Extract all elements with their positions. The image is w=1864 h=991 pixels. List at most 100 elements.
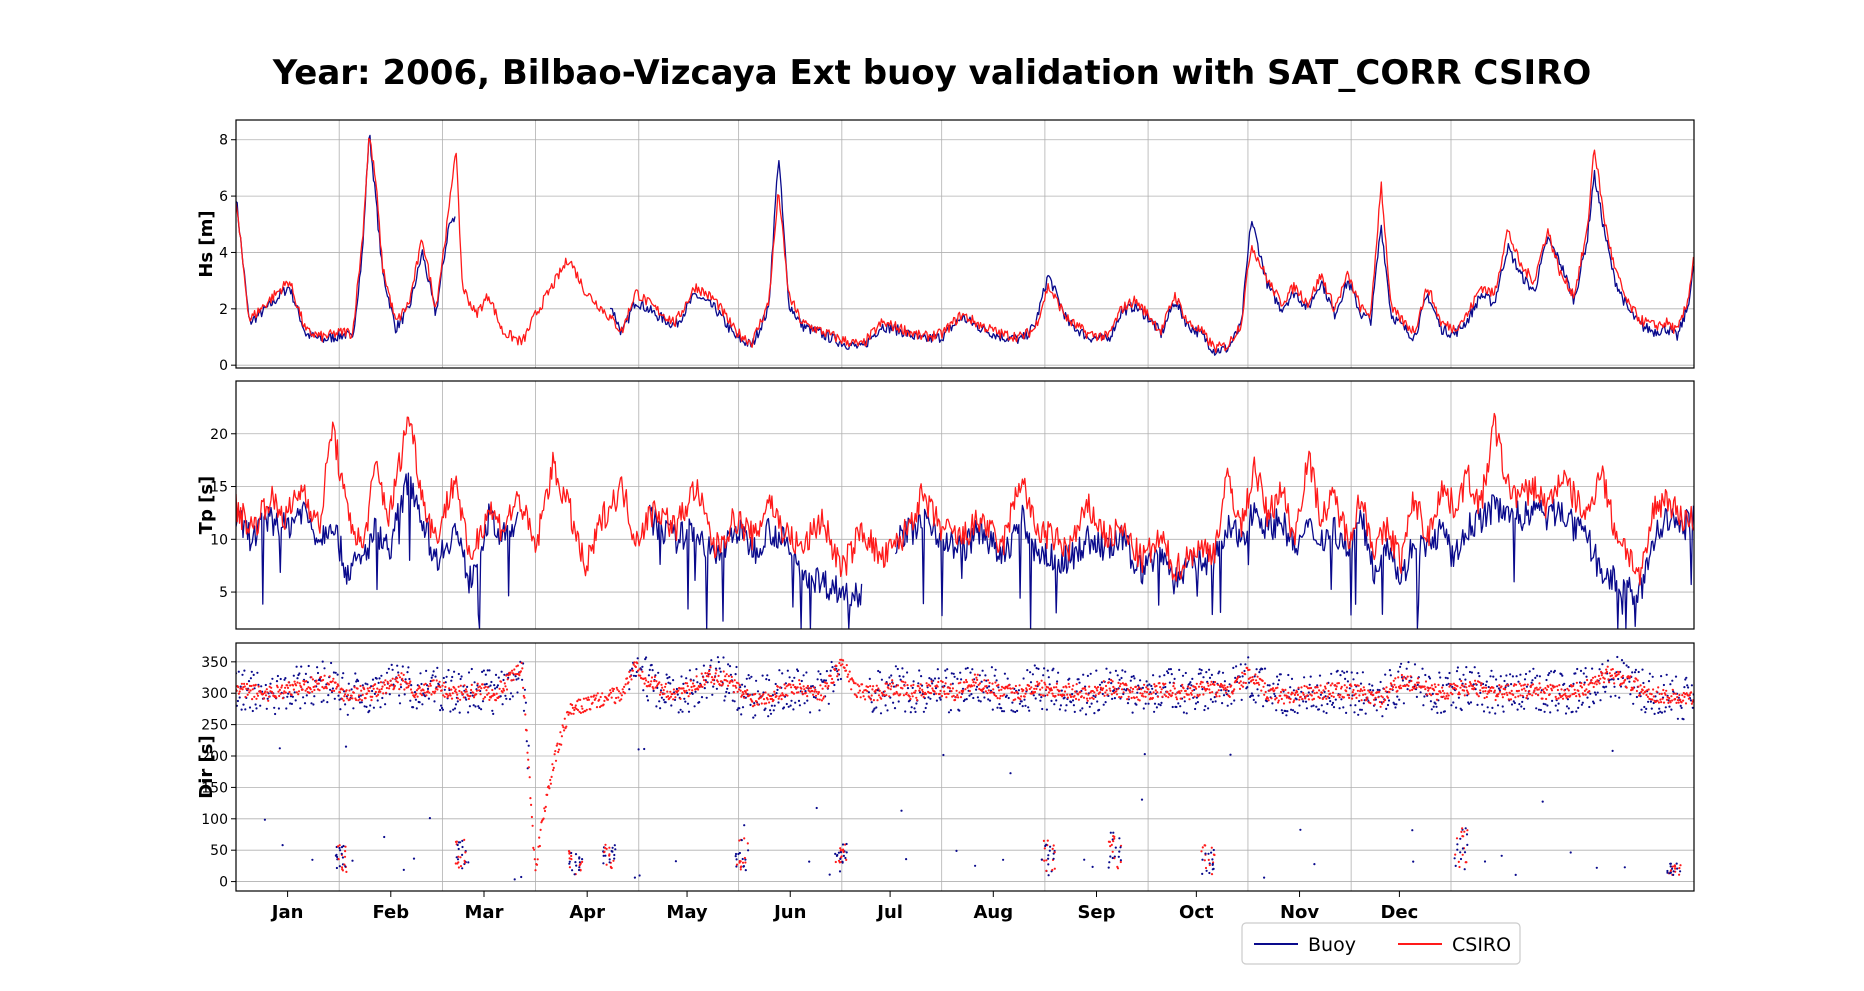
csiro-point	[1474, 679, 1477, 682]
csiro-point	[447, 694, 450, 697]
cluster-point	[743, 856, 747, 860]
buoy-point	[731, 699, 734, 702]
buoy-point	[818, 709, 821, 712]
buoy-point	[1399, 665, 1402, 669]
csiro-point	[1133, 696, 1136, 700]
csiro-point	[248, 691, 251, 694]
csiro-point	[978, 682, 982, 685]
csiro-point	[1137, 686, 1141, 689]
cluster-point	[1207, 852, 1210, 855]
csiro-point	[1657, 701, 1660, 704]
csiro-point	[457, 685, 460, 688]
csiro-point	[1188, 698, 1191, 701]
buoy-point	[1340, 698, 1343, 701]
buoy-point	[974, 864, 977, 867]
cluster-point	[604, 854, 607, 857]
buoy-point	[1553, 669, 1556, 673]
csiro-point	[1657, 686, 1660, 689]
csiro-point	[973, 673, 977, 676]
buoy-point	[1102, 703, 1105, 706]
cluster-point	[570, 854, 573, 858]
cluster-point	[1117, 855, 1120, 858]
csiro-point	[385, 691, 388, 694]
buoy-point	[664, 701, 667, 704]
buoy-point	[285, 707, 288, 710]
csiro-point	[296, 681, 299, 684]
csiro-point	[1484, 690, 1487, 693]
csiro-point	[779, 686, 782, 689]
csiro-point	[351, 697, 354, 700]
cluster-point	[738, 861, 741, 864]
csiro-point	[847, 673, 850, 676]
csiro-point	[1117, 681, 1120, 685]
csiro-point	[1560, 688, 1563, 691]
csiro-point	[713, 682, 716, 686]
buoy-point	[674, 860, 678, 863]
buoy-point	[719, 670, 722, 673]
buoy-point	[354, 672, 357, 675]
buoy-point	[289, 702, 292, 705]
buoy-point	[499, 695, 502, 698]
buoy-point	[390, 663, 393, 667]
cluster-point	[844, 856, 847, 860]
csiro-point	[1691, 700, 1694, 703]
csiro-point	[1362, 693, 1365, 697]
cluster-point	[1465, 833, 1469, 836]
csiro-point	[1230, 684, 1233, 687]
buoy-point	[776, 688, 779, 692]
buoy-point	[1595, 866, 1598, 869]
csiro-point	[1373, 703, 1376, 706]
buoy-point	[1501, 705, 1504, 708]
buoy-point	[1310, 705, 1313, 708]
buoy-point	[735, 665, 738, 669]
buoy-point	[700, 696, 704, 699]
buoy-point	[1430, 708, 1433, 711]
buoy-point	[816, 678, 819, 681]
csiro-point	[826, 686, 829, 690]
csiro-point	[1291, 692, 1294, 695]
csiro-point	[985, 685, 988, 688]
buoy-point	[453, 670, 456, 673]
csiro-point	[1339, 693, 1342, 697]
buoy-point	[1378, 689, 1381, 692]
csiro-point	[751, 700, 754, 703]
csiro-point	[1464, 683, 1467, 686]
csiro-point	[615, 686, 618, 690]
csiro-point	[1465, 689, 1469, 692]
buoy-point	[363, 705, 366, 708]
csiro-point	[1158, 682, 1161, 685]
csiro-point	[1094, 694, 1097, 697]
buoy-point	[682, 682, 685, 686]
buoy-point	[1381, 715, 1384, 718]
buoy-point	[985, 679, 988, 682]
csiro-point	[798, 682, 802, 686]
csiro-point	[880, 697, 883, 700]
buoy-point	[823, 679, 826, 682]
buoy-point	[939, 698, 942, 701]
buoy-point	[440, 704, 443, 707]
csiro-point	[700, 672, 703, 675]
buoy-point	[878, 671, 882, 674]
csiro-point	[672, 688, 676, 691]
csiro-point	[1541, 697, 1544, 700]
csiro-point	[557, 750, 560, 754]
csiro-point	[486, 693, 489, 696]
csiro-point	[1168, 693, 1171, 696]
csiro-point	[827, 684, 830, 688]
csiro-point	[609, 689, 612, 692]
buoy-point	[997, 686, 1000, 689]
csiro-point	[632, 663, 635, 666]
csiro-point	[368, 686, 372, 689]
csiro-point	[276, 686, 279, 689]
buoy-point	[277, 707, 280, 710]
cluster-point	[845, 851, 848, 854]
csiro-point	[1197, 685, 1201, 688]
csiro-point	[908, 695, 911, 698]
buoy-point	[641, 665, 644, 668]
buoy-point	[694, 690, 697, 693]
buoy-point	[892, 701, 895, 704]
buoy-point	[790, 699, 793, 702]
buoy-point	[728, 691, 731, 695]
buoy-point	[1209, 698, 1212, 701]
cluster-point	[574, 861, 577, 864]
